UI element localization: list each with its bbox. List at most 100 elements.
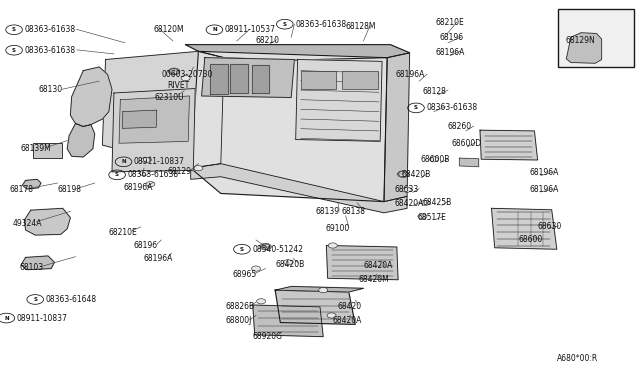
Text: 08363-61638: 08363-61638 (127, 170, 179, 179)
Polygon shape (67, 124, 95, 157)
Text: 69100: 69100 (325, 224, 349, 232)
Text: 68210E: 68210E (109, 228, 138, 237)
Text: 68600D: 68600D (452, 139, 482, 148)
Circle shape (429, 157, 438, 162)
Circle shape (170, 69, 179, 74)
Text: 68196A: 68196A (396, 70, 425, 79)
Text: 68139M: 68139M (20, 144, 51, 153)
Text: 68633: 68633 (395, 185, 419, 194)
Polygon shape (384, 53, 410, 202)
Text: 68129N: 68129N (566, 36, 595, 45)
FancyBboxPatch shape (33, 143, 62, 158)
FancyBboxPatch shape (342, 71, 378, 89)
Text: 08911-10837: 08911-10837 (17, 314, 67, 323)
Text: 68103: 68103 (19, 263, 44, 272)
Text: S: S (12, 48, 16, 53)
Text: 68420: 68420 (337, 302, 362, 311)
Circle shape (284, 260, 292, 265)
Circle shape (181, 76, 190, 81)
Text: 68600: 68600 (518, 235, 543, 244)
Polygon shape (21, 256, 54, 270)
Text: 49324A: 49324A (13, 219, 42, 228)
Circle shape (403, 187, 412, 192)
Polygon shape (122, 110, 157, 128)
Text: 08540-51242: 08540-51242 (252, 245, 303, 254)
Text: S: S (33, 297, 37, 302)
Circle shape (257, 299, 266, 304)
Text: 08363-61638: 08363-61638 (295, 20, 346, 29)
Polygon shape (252, 65, 269, 93)
Circle shape (252, 266, 260, 271)
Text: 68517E: 68517E (418, 213, 447, 222)
Text: 68128: 68128 (422, 87, 446, 96)
Polygon shape (566, 33, 602, 63)
Polygon shape (70, 67, 112, 126)
Polygon shape (230, 64, 248, 93)
Circle shape (328, 243, 337, 248)
Text: 08911-10537: 08911-10537 (225, 25, 276, 34)
Text: 68139: 68139 (316, 207, 340, 216)
Polygon shape (191, 164, 407, 213)
Circle shape (140, 170, 148, 176)
Text: 68965: 68965 (232, 270, 257, 279)
Polygon shape (210, 64, 228, 94)
Text: 68420B: 68420B (402, 170, 431, 179)
Text: 08363-61638: 08363-61638 (426, 103, 477, 112)
Polygon shape (191, 51, 387, 202)
Text: 68600B: 68600B (420, 155, 450, 164)
Text: 68420A: 68420A (364, 262, 393, 270)
Text: A680*00:R: A680*00:R (557, 354, 598, 363)
Text: 68129: 68129 (168, 167, 192, 176)
Polygon shape (186, 45, 410, 60)
Polygon shape (22, 179, 41, 189)
Text: 68420A: 68420A (395, 199, 424, 208)
Circle shape (418, 214, 427, 219)
Polygon shape (275, 286, 364, 292)
Circle shape (399, 171, 408, 177)
Text: 68425B: 68425B (422, 198, 452, 207)
FancyBboxPatch shape (301, 71, 336, 89)
Polygon shape (24, 208, 70, 235)
Text: 68210: 68210 (256, 36, 280, 45)
Polygon shape (275, 290, 355, 324)
Text: 68630: 68630 (538, 222, 562, 231)
Text: 68920G: 68920G (253, 332, 283, 341)
Polygon shape (480, 130, 538, 160)
Text: N: N (4, 315, 9, 321)
Text: 08363-61648: 08363-61648 (45, 295, 97, 304)
Polygon shape (202, 58, 294, 97)
Polygon shape (460, 158, 479, 167)
Text: N: N (121, 159, 126, 164)
Circle shape (146, 182, 155, 187)
Text: 68420A: 68420A (332, 316, 362, 325)
Text: 08363-61638: 08363-61638 (24, 46, 76, 55)
Polygon shape (119, 96, 189, 143)
Text: 68260: 68260 (448, 122, 472, 131)
Text: 08911-10837: 08911-10837 (134, 157, 184, 166)
Text: 08363-61638: 08363-61638 (24, 25, 76, 34)
Text: N: N (212, 27, 217, 32)
Text: S: S (240, 247, 244, 252)
Polygon shape (112, 89, 195, 172)
Text: 68826B: 68826B (226, 302, 255, 311)
Circle shape (327, 313, 336, 318)
Text: 68198: 68198 (58, 185, 82, 194)
Text: S: S (115, 172, 119, 177)
Text: 68210E: 68210E (435, 18, 464, 27)
Text: 68196: 68196 (440, 33, 464, 42)
Text: 00603-20730: 00603-20730 (161, 70, 212, 79)
Circle shape (194, 166, 203, 171)
Text: 68130: 68130 (38, 85, 63, 94)
Text: 68196A: 68196A (124, 183, 153, 192)
Circle shape (261, 244, 270, 249)
Text: 68128M: 68128M (346, 22, 376, 31)
Circle shape (421, 200, 430, 205)
Text: 62310U: 62310U (155, 93, 184, 102)
Text: S: S (283, 22, 287, 27)
Text: 68196A: 68196A (435, 48, 465, 57)
Text: 68178: 68178 (10, 185, 34, 194)
Text: S: S (414, 105, 418, 110)
Text: 68196A: 68196A (530, 185, 559, 194)
Text: 68120M: 68120M (154, 25, 184, 34)
Text: 68196A: 68196A (530, 169, 559, 177)
